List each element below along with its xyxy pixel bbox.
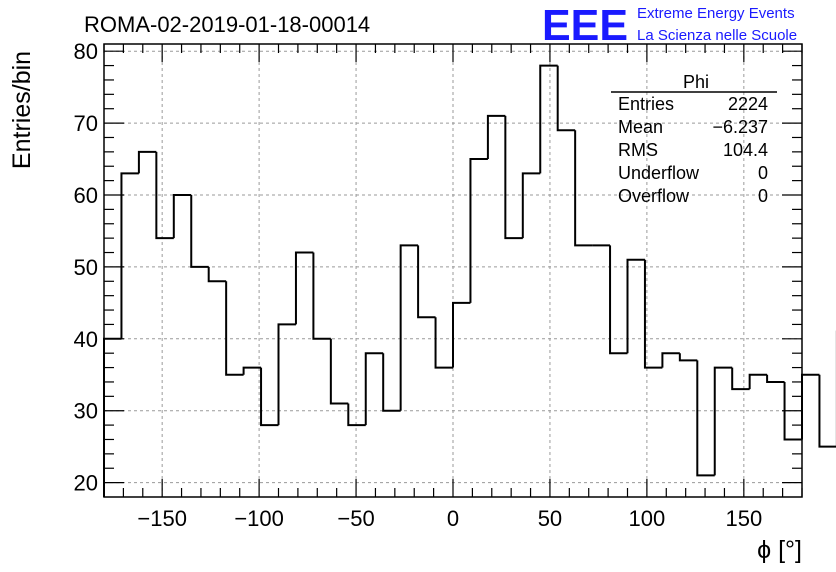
histogram-bin <box>643 259 663 369</box>
histogram-bin <box>452 301 471 368</box>
y-tick-labels: 20 30 40 50 60 70 80 <box>74 39 98 495</box>
eee-logo-line1: Extreme Energy Events <box>637 5 795 22</box>
eee-logo-line2: La Scienza nelle Scuole <box>637 27 797 44</box>
histogram-bin <box>661 352 680 368</box>
x-tick-label: −100 <box>234 506 284 531</box>
y-axis-label: Entries/bin <box>8 51 36 169</box>
stats-label-entries: Entries <box>618 94 674 114</box>
eee-logo-mark: EEE <box>542 1 628 50</box>
x-tick-label: 0 <box>447 506 459 531</box>
histogram-bin <box>539 64 558 174</box>
histogram-bin <box>103 337 122 497</box>
y-tick-label: 80 <box>74 39 98 64</box>
histogram-bin <box>382 353 401 412</box>
histogram-bin <box>469 158 488 303</box>
histogram-bin <box>766 374 785 383</box>
histogram-bin <box>609 245 628 355</box>
y-tick-label: 70 <box>74 111 98 136</box>
histogram-bin <box>748 373 768 390</box>
histogram-bin <box>137 150 157 174</box>
histogram-bin <box>818 374 836 448</box>
stats-value-mean: −6.237 <box>712 117 768 137</box>
histogram-bin <box>329 338 349 405</box>
x-tick-labels: −150 −100 −50 0 50 100 150 <box>137 506 762 531</box>
axis-ticks <box>103 44 803 497</box>
stats-box: Phi Entries 2224 Mean −6.237 RMS 104.4 U… <box>611 72 777 206</box>
stats-label-underflow: Underflow <box>618 163 700 183</box>
histogram-bin <box>678 353 698 362</box>
histogram-bin <box>399 244 419 411</box>
histogram-bin <box>574 130 593 247</box>
histogram-bin <box>207 266 227 283</box>
histogram-bin <box>190 195 209 268</box>
chart-title: ROMA-02-2019-01-18-00014 <box>84 12 370 37</box>
histogram-bin <box>626 258 645 354</box>
histogram-bin <box>434 317 453 369</box>
y-tick-label: 20 <box>74 471 98 496</box>
x-tick-label: 100 <box>629 506 666 531</box>
histogram-bin <box>556 65 576 132</box>
y-tick-label: 40 <box>74 327 98 352</box>
stats-label-mean: Mean <box>618 117 663 137</box>
histogram-bin <box>312 252 331 340</box>
x-tick-label: 150 <box>725 506 762 531</box>
histogram-bin <box>417 245 436 319</box>
x-tick-label: −50 <box>337 506 374 531</box>
histogram-bin <box>696 360 715 477</box>
histogram-bin <box>120 172 139 339</box>
histogram-bin <box>347 403 366 427</box>
stats-box-title: Phi <box>683 72 709 92</box>
stats-label-overflow: Overflow <box>618 186 690 206</box>
histogram-bin <box>731 367 750 391</box>
y-tick-label: 50 <box>74 255 98 280</box>
y-tick-label: 30 <box>74 399 98 424</box>
histogram-bin <box>713 366 733 476</box>
x-tick-label: 50 <box>538 506 562 531</box>
stats-label-rms: RMS <box>618 140 658 160</box>
x-tick-label: −150 <box>137 506 187 531</box>
histogram-bin <box>521 172 541 239</box>
histogram-bin <box>155 151 174 240</box>
histogram-bin <box>294 251 314 325</box>
histogram-bin <box>225 281 244 376</box>
eee-logo: EEE Extreme Energy Events La Scienza nel… <box>542 1 797 50</box>
histogram-bin <box>172 194 192 239</box>
stats-value-overflow: 0 <box>758 186 768 206</box>
histogram-bin <box>242 366 262 375</box>
x-axis-label: ϕ [°] <box>757 536 802 564</box>
histogram-bin <box>504 115 523 240</box>
stats-value-underflow: 0 <box>758 163 768 183</box>
histogram-bin <box>277 323 296 426</box>
stats-value-entries: 2224 <box>728 94 768 114</box>
histogram-bin <box>260 367 279 427</box>
y-tick-label: 60 <box>74 183 98 208</box>
histogram-bin <box>486 114 506 160</box>
histogram-bin <box>364 352 384 426</box>
histogram-bin <box>801 373 820 440</box>
stats-value-rms: 104.4 <box>723 140 768 160</box>
